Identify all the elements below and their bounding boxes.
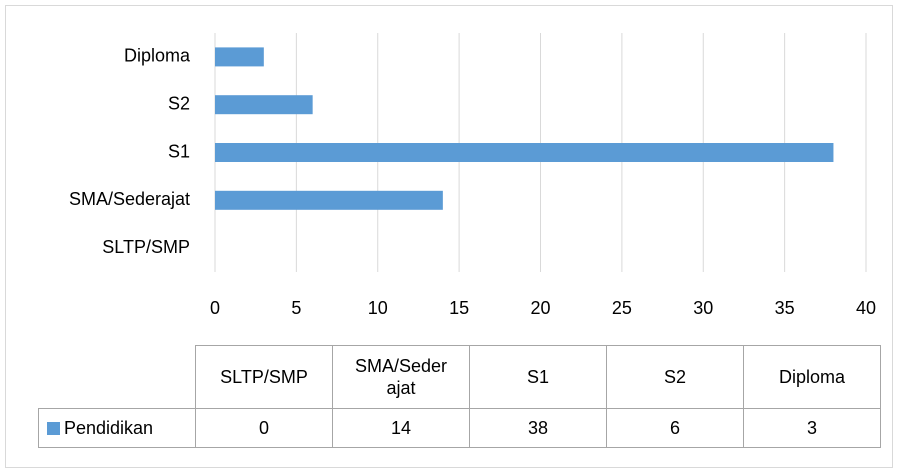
table-header-text: S2 <box>663 367 687 387</box>
x-tick-label: 0 <box>210 298 220 318</box>
y-tick-label: SMA/Sederajat <box>69 189 190 209</box>
x-tick-label: 15 <box>449 298 469 318</box>
x-tick-label: 40 <box>856 298 876 318</box>
table-value: 38 <box>469 408 607 448</box>
x-tick-label: 20 <box>530 298 550 318</box>
x-tick-label: 30 <box>693 298 713 318</box>
bar <box>215 47 264 67</box>
y-tick-label: S1 <box>168 141 190 161</box>
y-tick-label: Diploma <box>124 46 191 66</box>
table-header-text: S1 <box>526 367 550 387</box>
table-header-cell: S1 <box>469 345 607 409</box>
x-tick-label: 25 <box>612 298 632 318</box>
table-header-text: SMA/Sederajat <box>354 356 448 398</box>
table-value: 14 <box>332 408 470 448</box>
table-header-cell: Diploma <box>743 345 881 409</box>
table-header-cell: S2 <box>606 345 744 409</box>
legend-label: Pendidikan <box>64 417 154 438</box>
table-value: 0 <box>195 408 333 448</box>
x-tick-label: 10 <box>368 298 388 318</box>
bar <box>215 190 443 210</box>
y-tick-label: SLTP/SMP <box>102 237 190 257</box>
table-header-text: Diploma <box>778 367 846 387</box>
table-corner <box>39 346 196 409</box>
x-tick-label: 5 <box>291 298 301 318</box>
table-header-cell: SMA/Sederajat <box>332 345 470 409</box>
legend-swatch <box>47 421 60 435</box>
data-table: SLTP/SMP SMA/Sederajat S1 S2 Diploma Pendidik… <box>38 345 881 448</box>
table-header-text: SLTP/SMP <box>220 367 308 387</box>
bar <box>215 143 834 162</box>
table-value: 3 <box>743 408 881 448</box>
x-tick-label: 35 <box>775 298 795 318</box>
y-tick-label: S2 <box>168 93 190 113</box>
table-header-cell: SLTP/SMP <box>195 345 333 409</box>
legend-cell: Pendidikan <box>38 408 196 448</box>
table-value: 6 <box>606 408 744 448</box>
bar <box>215 95 313 115</box>
